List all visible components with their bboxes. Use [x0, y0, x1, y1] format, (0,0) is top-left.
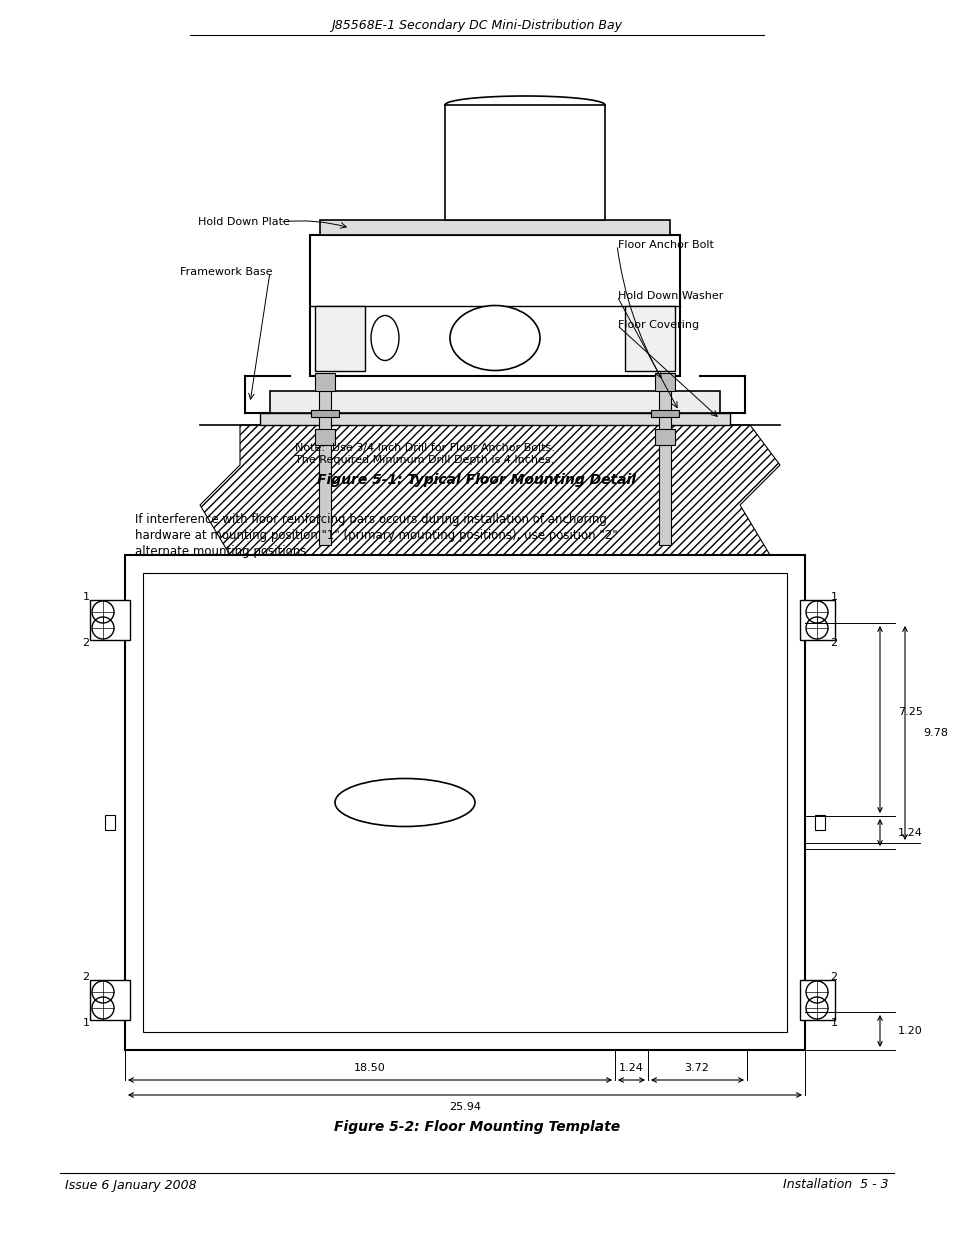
Text: 2: 2	[829, 972, 837, 982]
Bar	[143, 573, 786, 1032]
Text: Floor Anchor Bolt: Floor Anchor Bolt	[618, 240, 713, 249]
Ellipse shape	[450, 305, 539, 370]
FancyBboxPatch shape	[325, 768, 484, 836]
Text: 2: 2	[82, 638, 90, 648]
Bar	[90, 981, 130, 1020]
Text: 18.50: 18.50	[354, 1063, 385, 1073]
Bar	[624, 306, 675, 370]
Text: hardware at mounting position "1" (primary mounting positions), use position "2": hardware at mounting position "1" (prima…	[135, 530, 617, 542]
Bar	[105, 815, 115, 830]
Bar	[444, 105, 604, 220]
Bar	[318, 383, 331, 545]
Text: Hold Down Washer: Hold Down Washer	[618, 291, 722, 301]
Bar	[311, 410, 338, 417]
Text: 1: 1	[830, 592, 837, 601]
Text: Framework Base: Framework Base	[180, 267, 273, 277]
Text: Figure 5-1: Typical Floor Mounting Detail: Figure 5-1: Typical Floor Mounting Detai…	[317, 473, 636, 487]
Text: The Required Minimum Drill Depth is 4 Inches.: The Required Minimum Drill Depth is 4 In…	[294, 454, 554, 466]
Bar	[319, 220, 669, 235]
Text: Installation  5 - 3: Installation 5 - 3	[782, 1178, 888, 1192]
Text: 2: 2	[829, 638, 837, 648]
Text: 2: 2	[82, 972, 90, 982]
Text: If interference with floor reinforcing bars occurs during installation of anchor: If interference with floor reinforcing b…	[135, 514, 606, 526]
Text: Note:  Use 3/4 Inch Drill for Floor Anchor Bolts.: Note: Use 3/4 Inch Drill for Floor Ancho…	[294, 443, 555, 453]
Text: J85568E-1 Secondary DC Mini-Distribution Bay: J85568E-1 Secondary DC Mini-Distribution…	[331, 19, 622, 32]
Bar	[800, 600, 834, 640]
Text: 1: 1	[830, 1018, 837, 1028]
Bar	[655, 373, 675, 391]
Text: Hold Down Plate: Hold Down Plate	[198, 217, 290, 227]
Ellipse shape	[371, 315, 398, 361]
Text: Figure 5-2: Floor Mounting Template: Figure 5-2: Floor Mounting Template	[334, 1120, 619, 1134]
Bar	[260, 412, 729, 425]
Text: Floor Covering: Floor Covering	[618, 320, 699, 330]
Text: 25.94: 25.94	[449, 1102, 480, 1112]
Text: 1.24: 1.24	[618, 1063, 642, 1073]
Text: 3.72: 3.72	[684, 1063, 709, 1073]
Bar	[650, 410, 679, 417]
Bar	[814, 815, 824, 830]
Bar	[314, 306, 365, 370]
Text: 9.78: 9.78	[923, 727, 947, 739]
Bar	[270, 391, 720, 412]
Ellipse shape	[335, 778, 475, 826]
Text: 7.25: 7.25	[897, 706, 922, 718]
Text: 1: 1	[82, 592, 90, 601]
Bar	[125, 555, 804, 1050]
Bar	[314, 429, 335, 445]
Text: 1: 1	[82, 1018, 90, 1028]
Bar	[659, 383, 670, 545]
Bar	[314, 373, 335, 391]
Text: alternate mounting positions.: alternate mounting positions.	[135, 546, 310, 558]
Polygon shape	[200, 425, 780, 595]
Text: 1.20: 1.20	[897, 1026, 922, 1036]
Bar	[310, 235, 679, 375]
Bar	[655, 429, 675, 445]
Bar	[90, 600, 130, 640]
Bar	[800, 981, 834, 1020]
Text: Issue 6 January 2008: Issue 6 January 2008	[65, 1178, 196, 1192]
Text: 1.24: 1.24	[897, 827, 922, 839]
